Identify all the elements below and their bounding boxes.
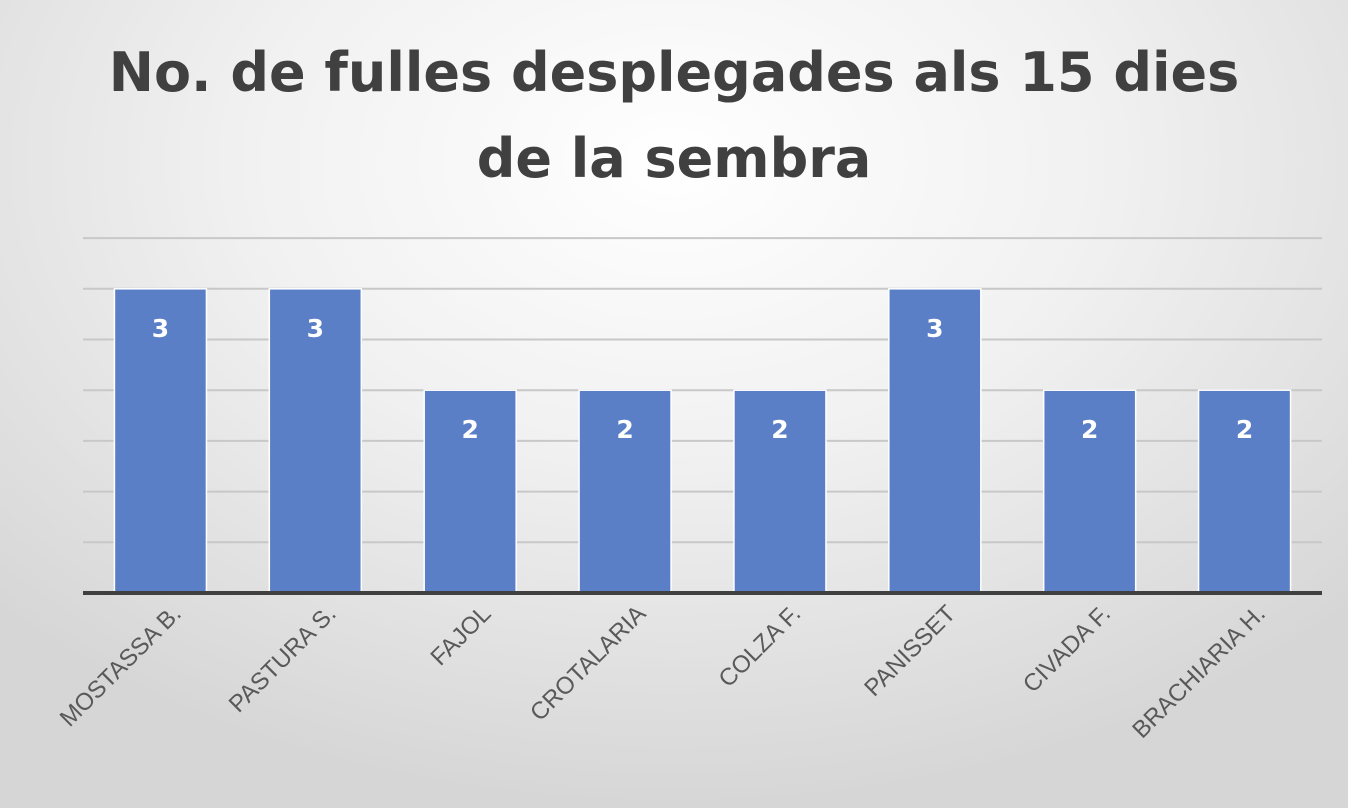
- data-labels: 3 3 2 2 2 3 2 2: [152, 314, 1254, 444]
- category-label-4: COLZA F.: [714, 600, 807, 693]
- category-label-3: CROTALARIA: [525, 600, 651, 726]
- bar-4: [733, 389, 827, 594]
- chart-title: No. de fulles desplegades als 15 dies de…: [108, 41, 1240, 190]
- data-label-4: 2: [771, 415, 788, 444]
- bar-1: [268, 288, 363, 594]
- data-label-1: 3: [307, 314, 324, 343]
- data-label-7: 2: [1236, 415, 1253, 444]
- bar-6: [1042, 389, 1137, 594]
- category-label-2: FAJOL: [425, 600, 496, 671]
- data-label-0: 3: [152, 314, 169, 343]
- category-labels: MOSTASSA B. PASTURA S. FAJOL CROTALARIA COLZ…: [55, 600, 1271, 744]
- bar-0: [113, 288, 208, 594]
- bar-7: [1197, 389, 1292, 594]
- data-label-6: 2: [1081, 415, 1098, 444]
- bars: [113, 288, 1292, 594]
- category-label-1: PASTURA S.: [224, 600, 342, 718]
- data-label-2: 2: [461, 415, 478, 444]
- bar-2: [423, 389, 517, 594]
- data-label-3: 2: [616, 415, 633, 444]
- category-label-6: CIVADA F.: [1018, 600, 1116, 698]
- data-label-5: 3: [926, 314, 943, 343]
- category-label-0: MOSTASSA B.: [55, 600, 187, 732]
- category-label-7: BRACHIARIA H.: [1127, 600, 1271, 744]
- category-label-5: PANISSET: [859, 600, 961, 702]
